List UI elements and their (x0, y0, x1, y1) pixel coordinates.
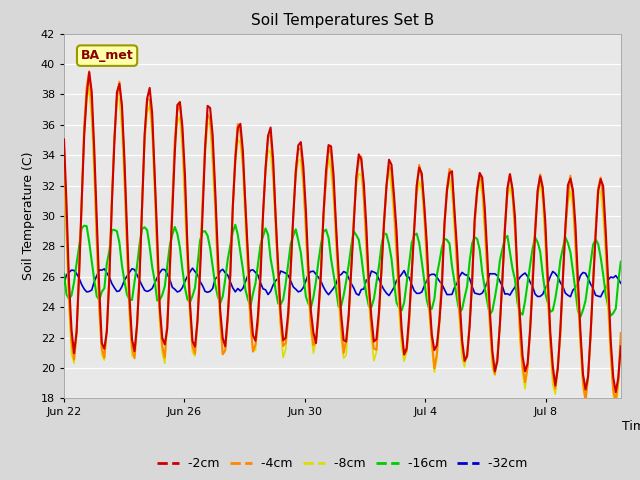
Text: BA_met: BA_met (81, 49, 134, 62)
Legend:  -2cm,  -4cm,  -8cm,  -16cm,  -32cm: -2cm, -4cm, -8cm, -16cm, -32cm (152, 452, 533, 475)
Title: Soil Temperatures Set B: Soil Temperatures Set B (251, 13, 434, 28)
Y-axis label: Soil Temperature (C): Soil Temperature (C) (22, 152, 35, 280)
X-axis label: Time: Time (622, 420, 640, 433)
